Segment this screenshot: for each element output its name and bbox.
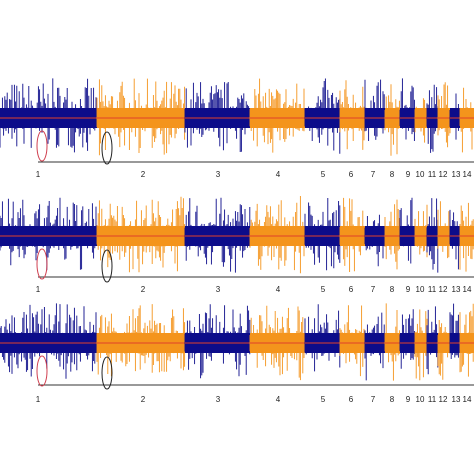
chromosome-label: 14 (463, 395, 472, 404)
chromosome-scatter (339, 80, 365, 150)
highlight-red (36, 130, 48, 162)
highlight-red (36, 355, 48, 387)
chromosome-label: 5 (321, 285, 326, 294)
chromosome-scatter (339, 197, 365, 272)
chromosome-scatter (364, 79, 385, 141)
chromosome-scatter (449, 93, 461, 140)
chromosome-label: 6 (349, 285, 354, 294)
chromosome-label: 10 (416, 285, 425, 294)
chromosome-label: 8 (390, 395, 395, 404)
chromosome-label: 4 (276, 170, 281, 179)
chromosome-label: 13 (452, 170, 461, 179)
chromosome-label: 3 (216, 285, 221, 294)
chromosome-label: 14 (463, 170, 472, 179)
chromosome-label: 1 (36, 395, 41, 404)
chromosome-label: 9 (406, 395, 411, 404)
chromosome-label: 4 (276, 395, 281, 404)
chromosome-label: 13 (452, 395, 461, 404)
highlight-black (101, 249, 113, 283)
chromosome-label: 1 (36, 285, 41, 294)
chromosome-scatter (0, 78, 97, 153)
chromosome-label: 12 (439, 285, 448, 294)
chromosome-label: 12 (439, 170, 448, 179)
chromosome-label: 9 (406, 170, 411, 179)
highlight-black (101, 131, 113, 165)
chromosome-scatter (384, 84, 400, 156)
chromosome-scatter (459, 303, 474, 377)
chromosome-label: 3 (216, 395, 221, 404)
chromosome-scatter (399, 197, 415, 264)
chromosome-scatter (339, 305, 365, 377)
chromosome-label: 1 (36, 170, 41, 179)
chromosome-label: 2 (141, 170, 146, 179)
chromosome-scatter (414, 309, 428, 381)
chromosome-scatter (184, 304, 251, 379)
chromosome-label: 5 (321, 170, 326, 179)
highlight-red (36, 248, 48, 280)
chromosome-label: 7 (371, 395, 376, 404)
chromosome-label: 13 (452, 285, 461, 294)
chromosome-label: 2 (141, 395, 146, 404)
chromosome-scatter (399, 78, 415, 141)
chromosome-label: 8 (390, 285, 395, 294)
chromosome-scatter (304, 304, 341, 372)
chromosome-label: 5 (321, 395, 326, 404)
chromosome-label: 11 (428, 285, 437, 294)
chromosome-scatter (0, 303, 97, 379)
chromosome-label: 6 (349, 170, 354, 179)
chromosome-label: 11 (428, 395, 437, 404)
chromosome-scatter (0, 197, 97, 271)
chromosome-label: 7 (371, 170, 376, 179)
chromosome-scatter (449, 303, 461, 359)
chromosome-scatter (384, 199, 400, 270)
chromosome-scatter (449, 209, 461, 270)
chromosome-label: 14 (463, 285, 472, 294)
chromosome-label: 10 (416, 170, 425, 179)
chromosome-label: 2 (141, 285, 146, 294)
chromosome-scatter (399, 309, 415, 369)
chromosome-label: 9 (406, 285, 411, 294)
chromosome-scatter (384, 303, 400, 381)
chromosome-label: 3 (216, 170, 221, 179)
chromosome-scatter (184, 82, 251, 152)
chromosome-label: 11 (428, 170, 437, 179)
chromosome-label: 12 (439, 395, 448, 404)
chromosome-label: 4 (276, 285, 281, 294)
chromosome-label: 7 (371, 285, 376, 294)
chromosome-label: 6 (349, 395, 354, 404)
chromosome-label: 8 (390, 170, 395, 179)
chromosome-label: 10 (416, 395, 425, 404)
chromosome-scatter (304, 78, 341, 154)
highlight-black (101, 356, 113, 390)
chromosome-scatter (184, 197, 251, 273)
